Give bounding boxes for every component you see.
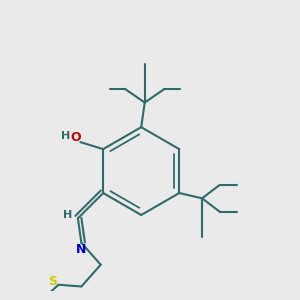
Text: H: H xyxy=(61,131,70,141)
Text: S: S xyxy=(48,275,57,288)
Text: H: H xyxy=(63,210,73,220)
Text: O: O xyxy=(70,131,81,144)
Text: N: N xyxy=(76,243,87,256)
